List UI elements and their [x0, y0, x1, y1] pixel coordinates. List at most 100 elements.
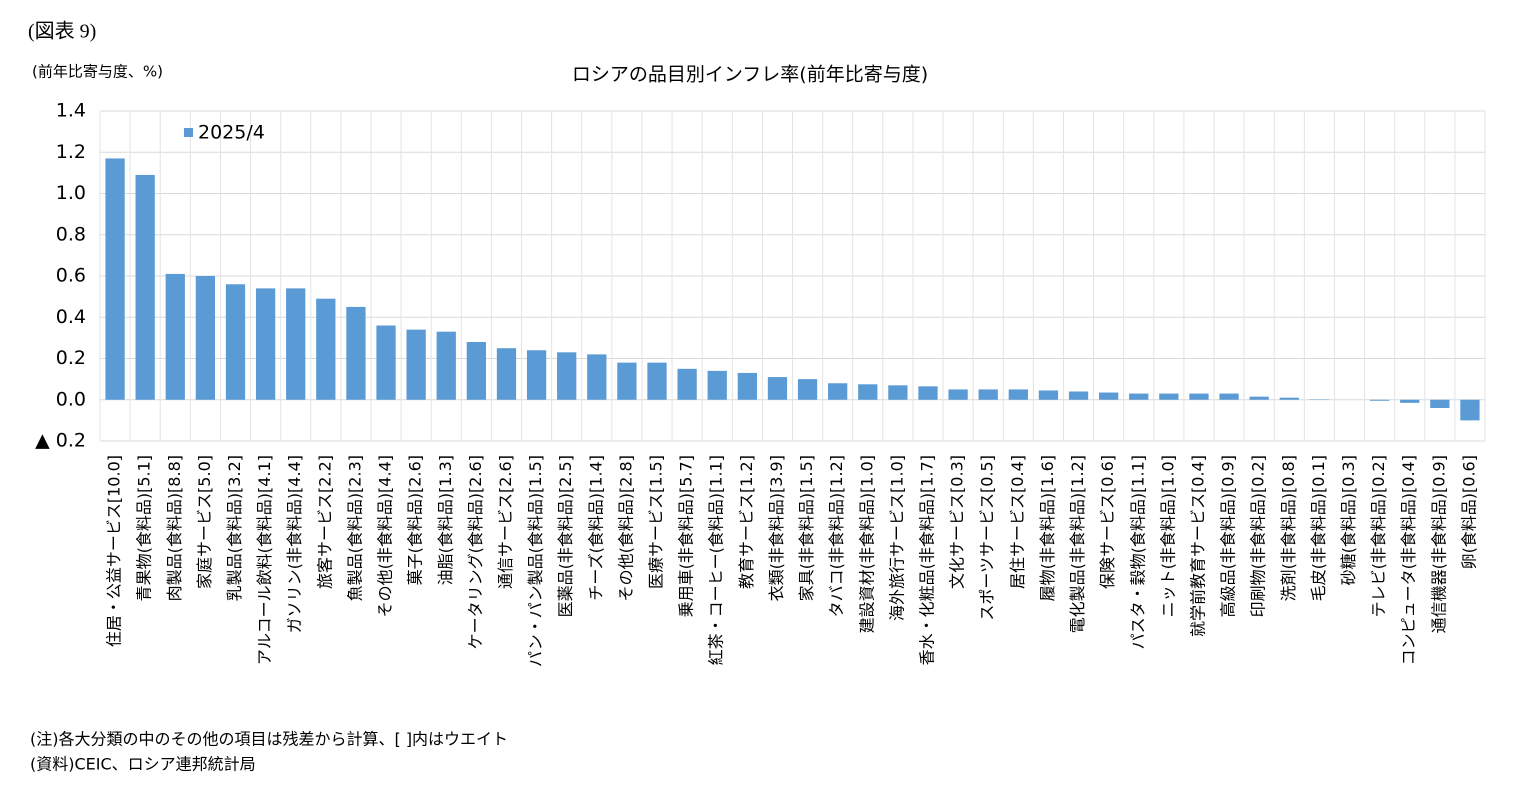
bar [165, 273, 185, 400]
chart-title: ロシアの品目別インフレ率(前年比寄与度) [572, 64, 928, 86]
bar [918, 386, 938, 400]
x-tick-label: 卵(食料品)[0.6] [1459, 455, 1478, 569]
bar [1219, 393, 1239, 400]
x-tick-label: 魚製品(食料品)[2.3] [345, 455, 364, 601]
bar [135, 174, 155, 400]
x-tick-label: 家具(非食料品)[1.5] [797, 455, 816, 601]
x-tick-label: 保険サービス[0.6] [1098, 455, 1117, 589]
x-tick-label: 教育サービス[1.2] [737, 455, 756, 589]
bar [195, 276, 216, 400]
bar [225, 284, 246, 400]
bar [1159, 393, 1179, 400]
x-tick-label: チーズ(食料品)[1.4] [586, 455, 605, 601]
x-tick-label: 家庭サービス[5.0] [195, 455, 214, 589]
bar [526, 350, 547, 400]
y-tick-label: 0.4 [56, 306, 86, 328]
bar [737, 372, 757, 400]
x-tick-label: その他(食料品)[2.8] [616, 455, 635, 601]
y-tick-label: ▲ 0.2 [35, 430, 86, 452]
x-tick-label: ガソリン(非食料品)[4.4] [285, 455, 304, 633]
x-tick-label: 青果物(食料品)[5.1] [135, 455, 154, 601]
bar [436, 331, 456, 400]
x-tick-label: スポーツサービス[0.5] [978, 455, 997, 621]
y-tick-label: 1.2 [56, 141, 86, 163]
x-tick-label: 通信サービス[2.6] [496, 455, 515, 589]
x-tick-label: 医療サービス[1.5] [647, 455, 666, 589]
x-tick-label: アルコール飲料(食料品)[4.1] [255, 455, 274, 665]
x-tick-label: 通信機器(非食料品)[0.9] [1429, 455, 1448, 633]
bar [376, 325, 396, 400]
legend-label: 2025/4 [198, 122, 265, 144]
x-tick-label: 砂糖(食料品)[0.3] [1339, 455, 1358, 585]
bar [1460, 399, 1480, 421]
x-tick-label: テレビ(非食料品)[0.2] [1369, 455, 1388, 617]
x-tick-label: ニット(非食料品)[1.0] [1158, 455, 1177, 617]
x-tick-label: 就学前教育サービス[0.4] [1188, 455, 1207, 637]
x-tick-label: 居住サービス[0.4] [1008, 455, 1027, 589]
bar [316, 298, 336, 400]
bar [286, 288, 306, 400]
x-tick-label: 履物(非食料品)[1.6] [1038, 455, 1057, 601]
x-tick-label: 洗剤(非食料品)[0.8] [1279, 455, 1298, 601]
x-tick-label: 高級品(非食料品)[0.9] [1219, 455, 1238, 617]
x-tick-label: 菓子(食料品)[2.6] [406, 455, 425, 585]
bar [1068, 391, 1089, 400]
bar [978, 389, 998, 400]
x-tick-label: 海外旅行サービス[1.0] [887, 455, 906, 621]
x-tick-label: 医薬品(非食料品)[2.5] [556, 455, 575, 617]
x-tick-label: 電化製品(非食料品)[1.2] [1068, 455, 1087, 633]
x-tick-label: 油脂(食料品)[1.3] [436, 455, 455, 585]
note: (注)各大分類の中のその他の項目は残差から計算、[ ]内はウエイト [30, 730, 508, 749]
x-tick-label: 住居・公益サービス[10.0] [105, 455, 124, 647]
x-tick-label: 香水・化粧品(非食料品)[1.7] [917, 455, 936, 665]
bar [948, 389, 968, 400]
bar [888, 385, 908, 400]
x-tick-label: 肉製品(食料品)[8.8] [165, 455, 184, 601]
bar [617, 362, 637, 400]
x-tick-label: パスタ・穀物(食料品)[1.1] [1128, 455, 1147, 649]
bar [587, 354, 607, 400]
x-tick-label: 文化サービス[0.3] [948, 455, 967, 589]
x-tick-label: 印刷物(非食料品)[0.2] [1249, 455, 1268, 617]
x-tick-label: タバコ(非食料品)[1.2] [827, 455, 846, 617]
bar [1189, 393, 1209, 400]
x-tick-label: 乳製品(食料品)[3.2] [225, 455, 244, 601]
x-tick-label: 紅茶・コーヒー(食料品)[1.1] [707, 455, 726, 665]
bar [797, 379, 818, 400]
bar [1279, 397, 1299, 400]
y-tick-label: 1.0 [56, 182, 86, 204]
header: (図表 9) [28, 20, 96, 43]
bar [647, 362, 667, 400]
x-tick-label: その他(非食料品)[4.4] [376, 455, 395, 617]
x-tick-label: 乗用車(非食料品)[5.7] [677, 455, 696, 617]
bar [1430, 399, 1450, 408]
y-tick-label: 0.6 [56, 265, 86, 287]
y-tick-label: 1.4 [56, 100, 86, 122]
bar [1129, 393, 1149, 400]
source: (資料)CEIC、ロシア連邦統計局 [30, 755, 256, 774]
bar [496, 348, 517, 400]
bar [1249, 396, 1269, 400]
x-tick-label: パン・パン製品(食料品)[1.5] [526, 455, 545, 667]
bar [1008, 389, 1028, 400]
y-tick-label: 0.2 [56, 347, 86, 369]
bar [1038, 390, 1059, 400]
bar [105, 158, 125, 400]
x-tick-label: 毛皮(非食料品)[0.1] [1309, 455, 1328, 601]
bar [557, 352, 577, 400]
bar [255, 288, 276, 400]
bar [858, 384, 878, 400]
y-axis-label: (前年比寄与度、%) [32, 63, 163, 81]
bar [1369, 399, 1390, 401]
x-tick-label: コンピュータ(非食料品)[0.4] [1399, 455, 1418, 665]
y-tick-label: 0.0 [56, 388, 86, 410]
x-tick-label: ケータリング(食料品)[2.6] [466, 455, 485, 649]
x-tick-label: 建設資材(非食料品)[1.0] [857, 455, 876, 633]
y-tick-label: 0.8 [56, 223, 86, 245]
x-tick-label: 衣類(非食料品)[3.9] [767, 455, 786, 601]
bar [1099, 392, 1119, 400]
bar [767, 377, 788, 400]
bar [466, 342, 486, 400]
